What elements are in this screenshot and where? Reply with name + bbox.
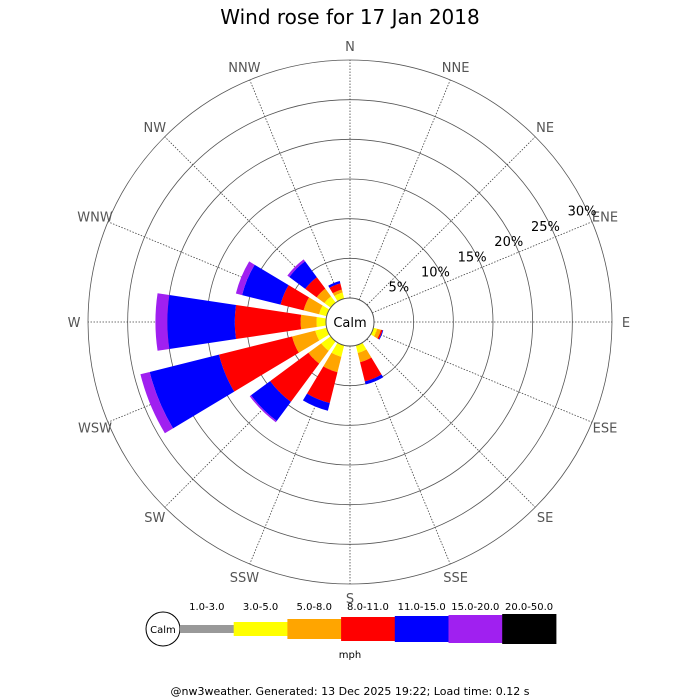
wind-bar-wnw-3 [280,285,310,311]
grid-spoke [249,79,342,300]
direction-label-s: S [346,592,354,607]
direction-label-w: W [68,316,81,331]
legend-swatch [502,614,557,644]
legend-swatch [341,617,396,641]
direction-label-ne: NE [536,121,554,136]
wind-bar-w-3 [234,304,302,340]
wind-bar-nnw-3 [329,283,342,294]
legend-unit: mph [339,650,361,661]
wind-bar-sw-3 [270,352,320,402]
legend-swatch [394,616,449,642]
wind-bar-sw-4 [250,381,291,422]
grid-spoke [366,338,536,508]
ring-label: 15% [458,250,487,265]
calm-center: Calm [325,297,375,347]
wind-bar-sse-2 [357,349,372,363]
direction-label-sw: SW [144,511,165,526]
direction-label-ese: ESE [593,422,618,437]
wind-bar-wsw-5 [140,371,174,434]
wind-bar-w-5 [155,293,170,351]
legend-swatch [287,619,342,639]
grid-spoke [366,136,536,306]
legend-bin-label: 11.0-15.0 [398,602,446,613]
wind-bar-nw-5 [287,259,306,278]
direction-label-nnw: NNW [228,61,260,76]
ring-label: 20% [494,235,523,250]
wind-bar-sw-1 [321,336,336,351]
legend-bin-label: 3.0-5.0 [243,602,278,613]
ring-label: 30% [568,205,597,220]
grid-spoke [372,330,593,423]
direction-label-nw: NW [144,121,167,136]
wind-bar-wsw-3 [218,336,299,392]
direction-label-nne: NNE [442,61,470,76]
wind-bar-wsw-1 [315,327,330,341]
legend-calm-label: Calm [150,625,176,636]
direction-label-e: E [622,316,630,331]
wind-bar-wsw-2 [292,330,320,353]
wind-bar-w-4 [167,295,237,349]
wind-bar-nw-4 [289,261,317,289]
wind-bar-w-2 [300,314,317,330]
wind-bars [140,259,384,434]
legend-bin-label: 5.0-8.0 [297,602,332,613]
grid-spoke [372,221,593,314]
legend-bin-label: 8.0-11.0 [347,602,389,613]
wind-bar-sse-3 [360,357,382,382]
wind-bar-w-1 [316,317,327,327]
direction-label-wnw: WNW [77,210,113,225]
legend-bin-label: 1.0-3.0 [189,602,224,613]
ring-label: 5% [389,281,410,296]
wind-bar-ese-4 [378,330,384,340]
wind-bar-wsw-4 [149,354,235,429]
wind-bar-nw-2 [316,288,332,304]
wind-bar-ssw-2 [323,352,342,373]
ring-label: 25% [531,220,560,235]
axis-labels: N NNE NE ENE E ESE SE SSE S SSW SW WSW W WNW NW NNW 5% 10… [68,40,631,607]
wind-bar-sw-2 [308,343,329,364]
direction-label-wsw: WSW [78,422,112,437]
wind-bar-wnw-4 [242,264,289,305]
chart-title: Wind rose for 17 Jan 2018 [220,5,479,29]
wind-bar-wnw-1 [319,305,330,317]
ring-label: 10% [421,265,450,280]
legend-swatch [233,622,288,636]
wind-bar-nnw-4 [328,281,341,288]
calm-circle [325,297,375,347]
direction-label-ene: ENE [592,210,618,225]
wind-bar-ese-3 [377,329,383,340]
wind-bar-wnw-5 [235,261,255,296]
direction-label-n: N [345,40,355,55]
direction-label-sse: SSE [443,571,468,586]
wind-bar-wnw-2 [303,297,323,315]
calm-label: Calm [333,316,366,331]
wind-bar-sw-5 [249,395,277,423]
wind-bar-nnw-2 [332,289,343,296]
grid-spoke [358,79,451,300]
legend-swatch [180,625,235,633]
wind-bar-ssw-4 [302,393,330,411]
speed-legend: Calm 1.0-3.0 3.0-5.0 5.0-8.0 8.0-11.0 11.0-15… [145,602,557,661]
legend-bin-label: 15.0-20.0 [451,602,499,613]
direction-label-se: SE [537,511,553,526]
wind-bar-sse-4 [364,374,384,385]
wind-bar-ssw-1 [331,342,345,357]
wind-bar-ssw-3 [306,366,338,404]
footer-text: @nw3weather. Generated: 13 Dec 2025 19:2… [171,685,530,698]
wind-bar-ese-2 [373,328,381,339]
wind-bar-ese-1 [370,327,378,337]
direction-label-ssw: SSW [230,571,260,586]
legend-swatch [448,615,503,643]
wind-bar-nw-3 [305,277,326,298]
wind-bar-sse-1 [355,342,367,353]
legend-bin-label: 20.0-50.0 [505,602,553,613]
